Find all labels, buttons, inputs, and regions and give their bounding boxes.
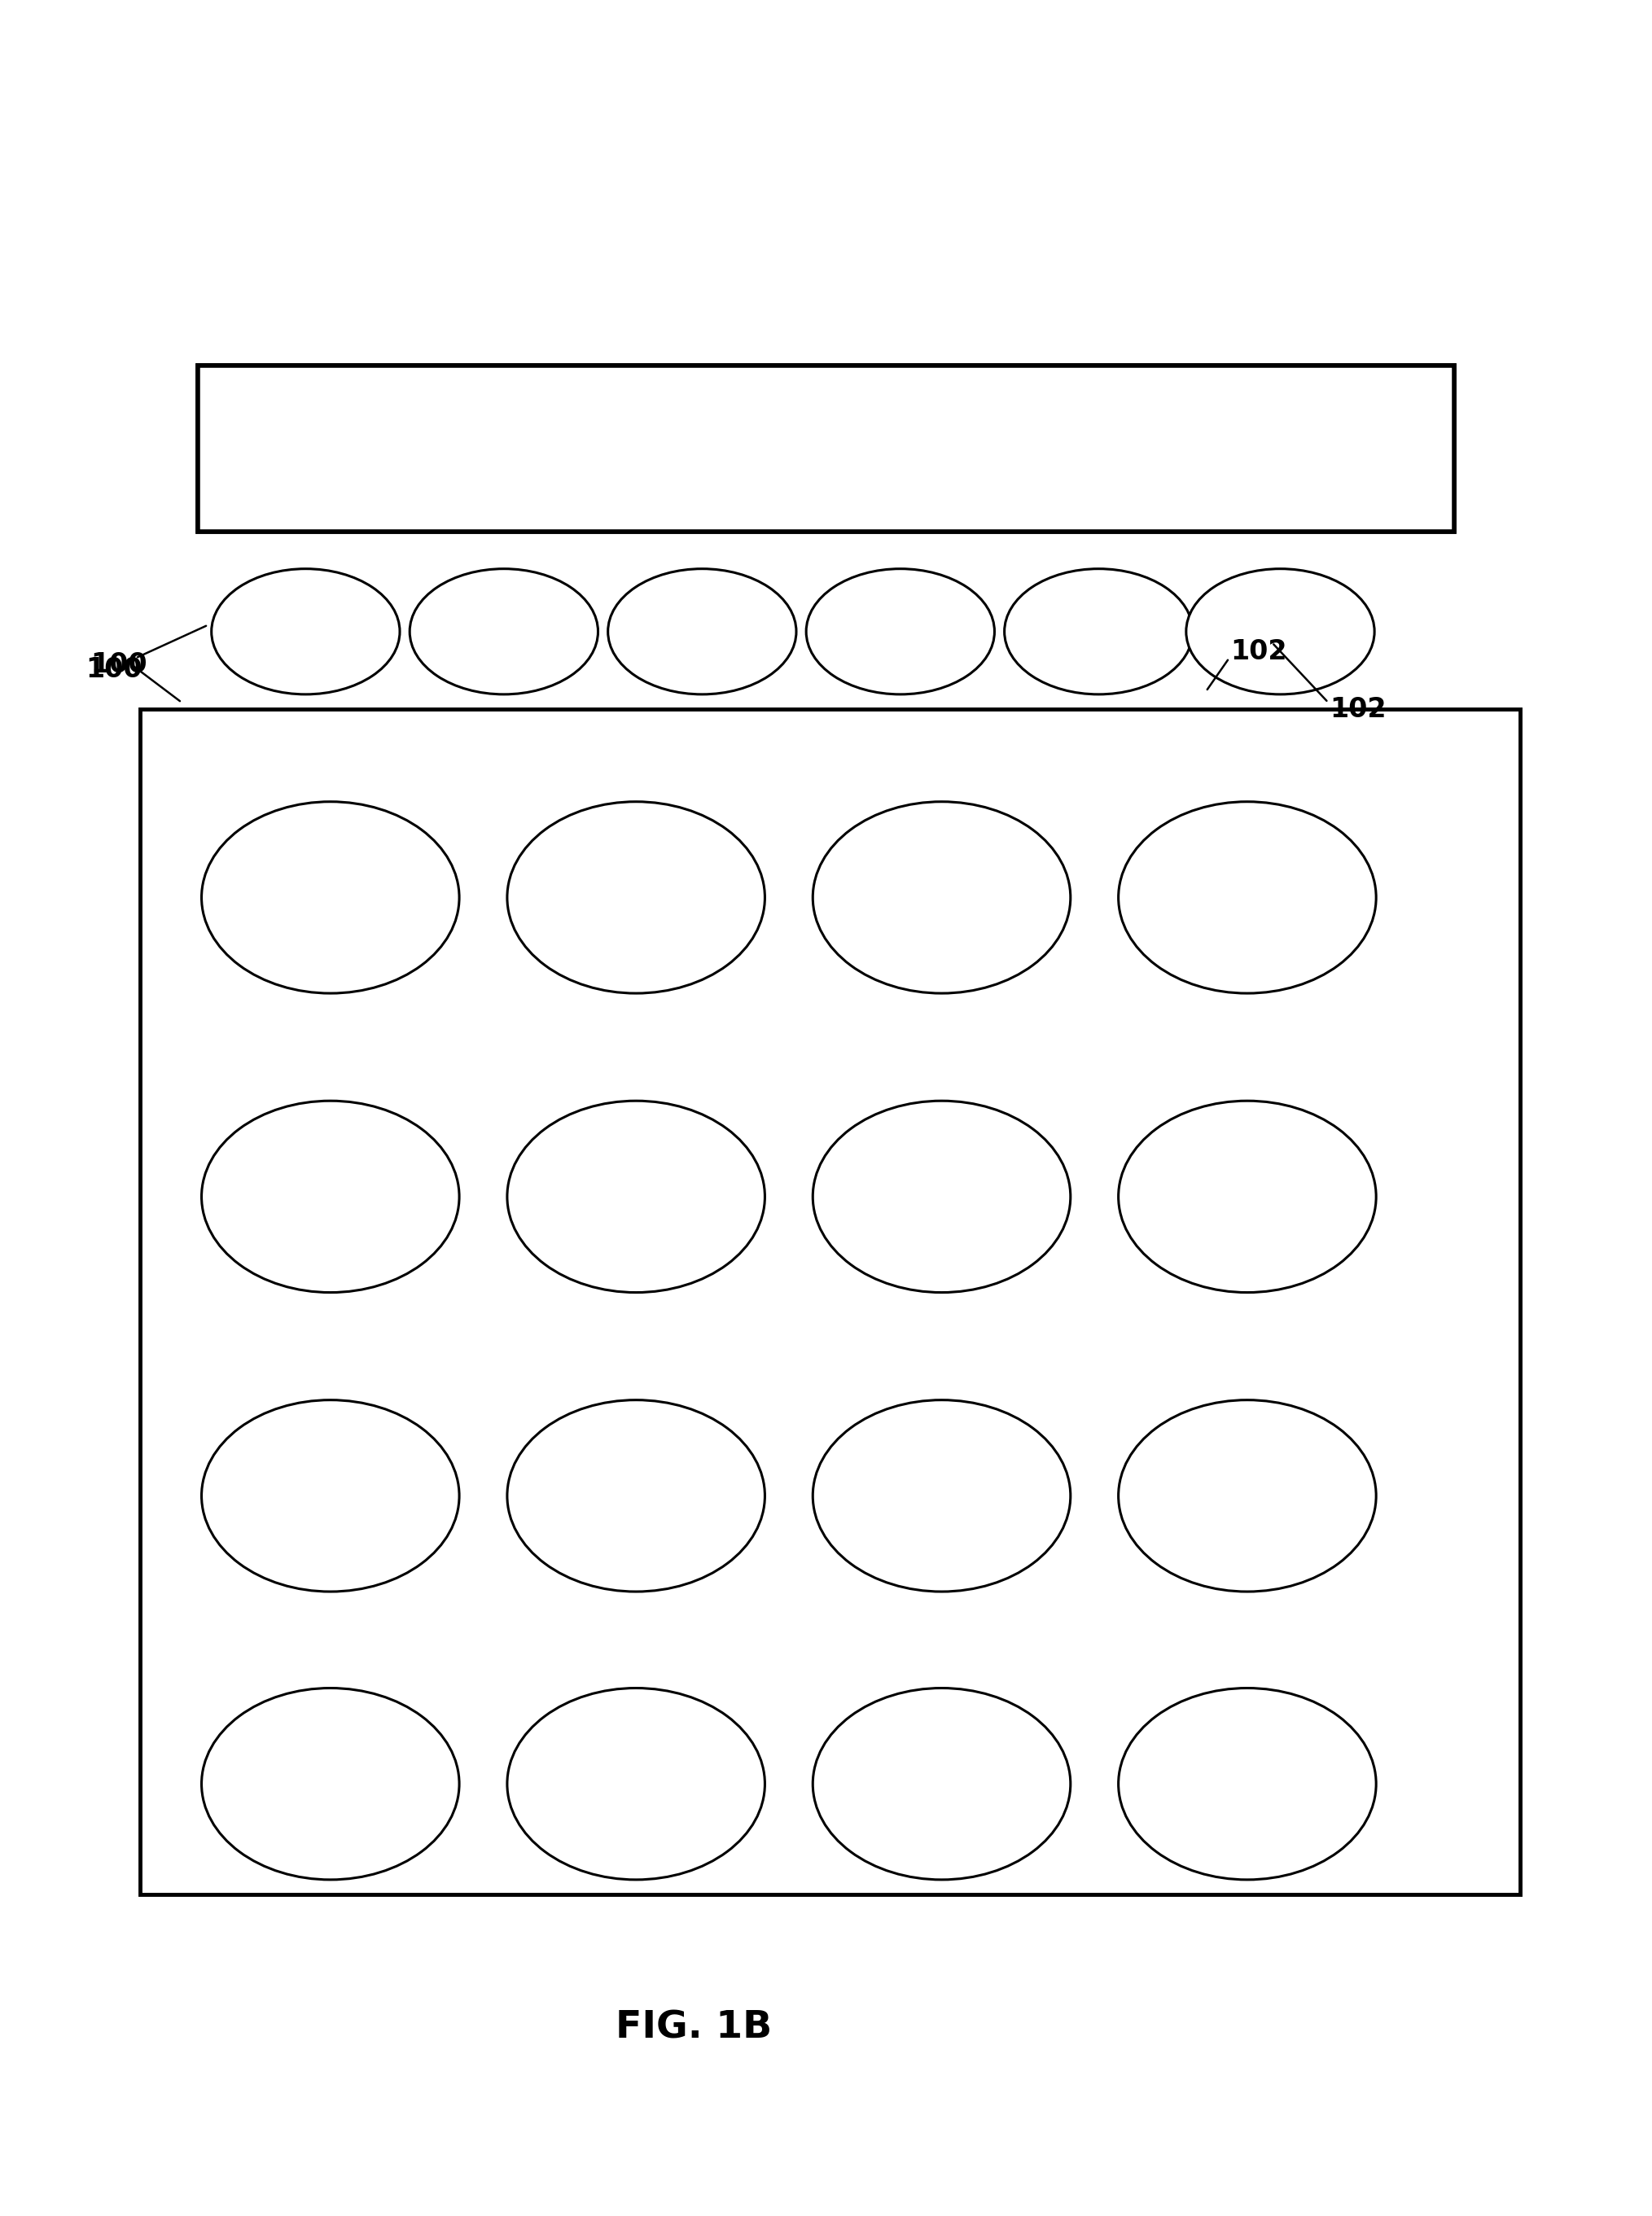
Ellipse shape — [608, 570, 796, 694]
Ellipse shape — [1004, 570, 1193, 694]
Ellipse shape — [813, 802, 1070, 993]
Text: 102: 102 — [1330, 696, 1386, 722]
Ellipse shape — [813, 1101, 1070, 1292]
Text: 102: 102 — [1231, 638, 1287, 665]
Ellipse shape — [202, 1689, 459, 1879]
Ellipse shape — [507, 1401, 765, 1591]
Ellipse shape — [211, 570, 400, 694]
FancyBboxPatch shape — [198, 366, 1454, 532]
Ellipse shape — [1186, 570, 1374, 694]
Ellipse shape — [813, 1689, 1070, 1879]
Ellipse shape — [202, 802, 459, 993]
Ellipse shape — [202, 1401, 459, 1591]
Text: FIG. 1B: FIG. 1B — [616, 2010, 771, 2045]
Ellipse shape — [1118, 1689, 1376, 1879]
Text: 100: 100 — [86, 656, 142, 683]
Ellipse shape — [202, 1101, 459, 1292]
FancyBboxPatch shape — [198, 366, 1454, 532]
Ellipse shape — [813, 1401, 1070, 1591]
Ellipse shape — [1118, 1101, 1376, 1292]
Ellipse shape — [507, 1689, 765, 1879]
FancyBboxPatch shape — [140, 709, 1520, 1895]
Ellipse shape — [507, 1101, 765, 1292]
Ellipse shape — [507, 802, 765, 993]
Text: FIG. 1A: FIG. 1A — [616, 791, 771, 827]
Ellipse shape — [410, 570, 598, 694]
Ellipse shape — [1118, 1401, 1376, 1591]
Ellipse shape — [1118, 802, 1376, 993]
Ellipse shape — [806, 570, 995, 694]
Text: 100: 100 — [91, 652, 147, 678]
